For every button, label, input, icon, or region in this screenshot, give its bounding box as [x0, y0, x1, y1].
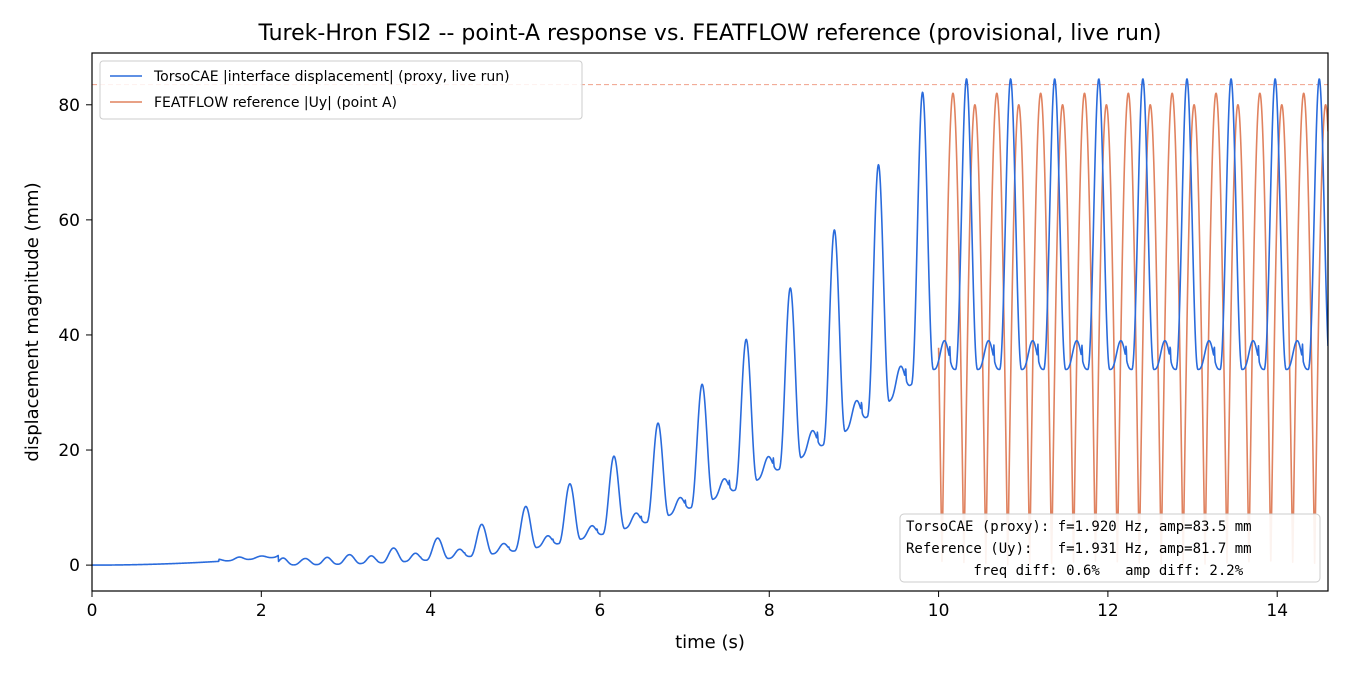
- y-tick-label: 0: [69, 556, 80, 576]
- legend-entry-featflow: FEATFLOW reference |Uy| (point A): [154, 95, 397, 111]
- x-axis-label: time (s): [675, 632, 745, 653]
- y-tick-label: 80: [58, 96, 80, 116]
- y-tick-label: 40: [58, 326, 80, 346]
- chart-title: Turek-Hron FSI2 -- point-A response vs. …: [258, 21, 1162, 46]
- stats-line-proxy: TorsoCAE (proxy): f=1.920 Hz, amp=83.5 m…: [906, 519, 1252, 535]
- legend-frame: [99, 60, 583, 120]
- legend-entry-torsocae: TorsoCAE |interface displacement| (proxy…: [153, 69, 510, 85]
- plot-frame: [91, 52, 1329, 592]
- stats-box-frame: [899, 513, 1321, 583]
- y-tick-label: 60: [58, 211, 80, 231]
- x-tick-label: 6: [595, 601, 606, 621]
- x-tick-label: 14: [1266, 601, 1288, 621]
- y-tick-label: 20: [58, 441, 80, 461]
- x-tick-label: 12: [1097, 601, 1119, 621]
- x-tick-label: 10: [928, 601, 950, 621]
- x-tick-label: 2: [256, 601, 267, 621]
- plot-area: [91, 52, 1329, 592]
- x-tick-label: 8: [764, 601, 775, 621]
- x-tick-label: 4: [425, 601, 436, 621]
- x-axis: 0 2 4 6 8 10 12 14: [87, 591, 1288, 621]
- stats-box: TorsoCAE (proxy): f=1.920 Hz, amp=83.5 m…: [899, 513, 1321, 583]
- legend: TorsoCAE |interface displacement| (proxy…: [99, 60, 583, 120]
- series-line-torsocae: [92, 78, 1328, 566]
- stats-line-diff: freq diff: 0.6% amp diff: 2.2%: [906, 563, 1244, 579]
- stats-line-reference: Reference (Uy): f=1.931 Hz, amp=81.7 mm: [906, 541, 1252, 557]
- y-axis: 0 20 40 60 80: [58, 96, 92, 576]
- x-tick-label: 0: [87, 601, 98, 621]
- y-axis-label: displacement magnitude (mm): [22, 182, 43, 461]
